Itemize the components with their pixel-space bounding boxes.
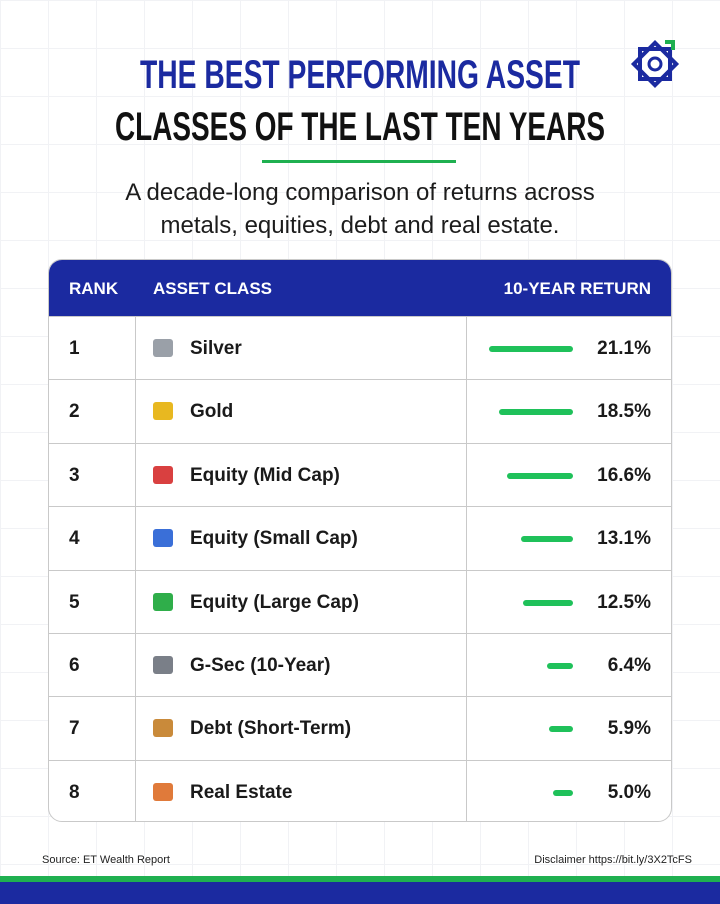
return-value: 18.5% [597, 401, 651, 423]
table-row: 2 Gold 18.5% [49, 379, 671, 442]
table-row: 4 Equity (Small Cap) 13.1% [49, 506, 671, 569]
return-value: 6.4% [607, 655, 651, 676]
return-bar [488, 346, 573, 352]
return-value: 13.1% [597, 528, 651, 550]
return-bar [547, 663, 573, 669]
table-row: 3 Equity (Mid Cap) 16.6% [49, 442, 671, 506]
asset-name: Real Estate [190, 781, 293, 803]
return-bar [506, 472, 573, 479]
table-row: 7 Debt (Short-Term) 5.9% [49, 696, 671, 759]
header: THE BEST PERFORMING ASSET CLASSES OF THE… [115, 39, 680, 163]
table-row: 5 Equity (Large Cap) 12.5% [49, 569, 671, 633]
asset-name: Equity (Large Cap) [190, 591, 359, 613]
footer-stripe [0, 876, 720, 882]
asset-icon [153, 339, 173, 357]
rank: 1 [69, 338, 80, 359]
disclaimer: Disclaimer https://bit.ly/3X2TcFS [534, 854, 692, 866]
return-value: 21.1% [597, 338, 651, 359]
column-divider [466, 316, 467, 821]
return-bar [499, 409, 573, 416]
asset-icon [153, 656, 173, 674]
asset-icon [153, 465, 173, 484]
subtitle: A decade-long comparison of returns acro… [125, 179, 595, 239]
rank: 5 [69, 591, 80, 613]
logo [630, 39, 680, 89]
return-value: 12.5% [597, 591, 651, 613]
asset-name: Equity (Mid Cap) [190, 464, 340, 486]
table-row: 8 Real Estate 5.0% [49, 759, 671, 821]
asset-name: G-Sec (10-Year) [190, 655, 331, 676]
rank: 6 [69, 655, 80, 676]
table: RANK ASSET CLASS 10-YEAR RETURN 1 Silver 2… [48, 259, 672, 822]
rank: 8 [69, 781, 80, 803]
column-header: 10-YEAR RETURN [503, 279, 651, 298]
footer-band [0, 882, 720, 904]
asset-icon [153, 719, 173, 738]
asset-name: Silver [190, 338, 242, 359]
table-row: 6 G-Sec (10-Year) 6.4% [49, 633, 671, 696]
return-bar [520, 536, 573, 543]
table-header: RANK ASSET CLASS 10-YEAR RETURN [49, 260, 671, 316]
table-row: 1 Silver 21.1% [49, 316, 671, 379]
column-divider [135, 316, 136, 821]
asset-icon [153, 782, 173, 801]
rank: 3 [69, 464, 80, 486]
return-bar [553, 789, 573, 796]
title-line: THE BEST PERFORMING ASSET [140, 53, 580, 97]
asset-name: Gold [190, 401, 234, 423]
column-header: ASSET CLASS [153, 279, 273, 298]
rank: 7 [69, 718, 80, 740]
return-bar [523, 599, 573, 606]
return-bar [549, 726, 573, 733]
asset-name: Debt (Short-Term) [190, 718, 352, 740]
asset-icon [153, 592, 173, 611]
title-underline [262, 160, 456, 163]
asset-name: Equity (Small Cap) [190, 528, 358, 550]
title-line: CLASSES OF THE LAST TEN YEARS [115, 105, 605, 149]
rank: 4 [69, 528, 80, 550]
return-value: 16.6% [597, 464, 651, 486]
return-value: 5.0% [607, 781, 651, 803]
asset-icon [153, 529, 173, 548]
column-header: RANK [69, 279, 119, 298]
asset-icon [153, 402, 173, 421]
rank: 2 [69, 401, 80, 423]
return-value: 5.9% [607, 718, 651, 740]
source: Source: ET Wealth Report [42, 854, 170, 866]
